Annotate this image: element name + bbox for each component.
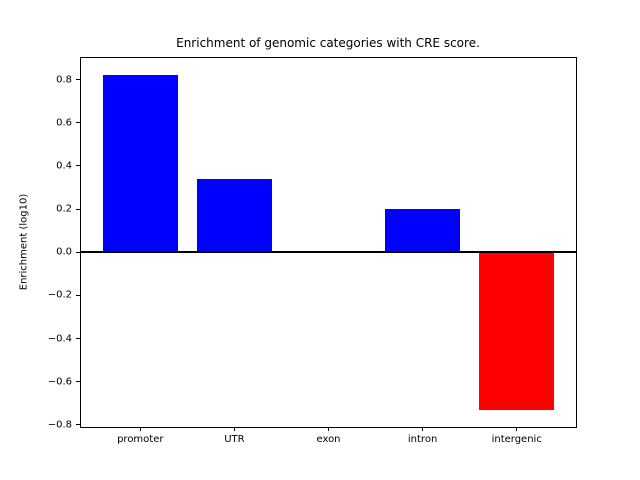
x-tick-label: intron xyxy=(407,434,438,445)
y-tick-label: 0.8 xyxy=(56,74,72,86)
bar-UTR xyxy=(196,178,273,253)
x-tick-mark xyxy=(233,427,235,431)
bar-promoter xyxy=(102,75,178,253)
y-tick-mark xyxy=(76,165,80,167)
y-tick-mark xyxy=(76,208,80,210)
y-tick-mark xyxy=(76,381,80,383)
y-tick-mark xyxy=(76,424,80,426)
y-tick-mark xyxy=(76,251,80,253)
y-tick-label: −0.4 xyxy=(47,333,72,345)
zero-line xyxy=(81,251,576,254)
x-tick-mark xyxy=(328,427,329,431)
y-tick-mark xyxy=(76,338,80,340)
x-tick-label: UTR xyxy=(224,434,245,445)
y-axis-label: Enrichment (log10) xyxy=(18,193,30,291)
y-tick-label: 0.6 xyxy=(56,117,72,129)
plot-area: 0.8 0.6 0.4 0.2 0.0 −0.2 −0.4 −0.6 −0.8 promoter U… xyxy=(48,57,577,445)
y-tick-mark xyxy=(76,294,80,296)
y-tick-label: −0.6 xyxy=(47,376,72,388)
x-tick-mark xyxy=(422,427,424,431)
x-tick-mark xyxy=(139,427,141,431)
y-tick-mark xyxy=(76,79,80,81)
y-tick-label: −0.2 xyxy=(47,289,72,301)
x-tick-label: intergenic xyxy=(491,434,542,445)
bar-intergenic xyxy=(479,252,555,410)
y-tick-mark xyxy=(76,122,80,124)
y-tick-label: 0.2 xyxy=(56,203,72,215)
x-tick-mark xyxy=(516,427,518,431)
y-tick-label: 0.0 xyxy=(56,246,72,258)
x-tick-label: promoter xyxy=(117,434,164,445)
y-tick-label: 0.4 xyxy=(56,160,72,172)
chart-title: Enrichment of genomic categories with CR… xyxy=(176,36,480,50)
bar-intron xyxy=(384,209,461,253)
y-tick-label: −0.8 xyxy=(47,419,72,431)
x-tick-label: exon xyxy=(316,434,341,445)
